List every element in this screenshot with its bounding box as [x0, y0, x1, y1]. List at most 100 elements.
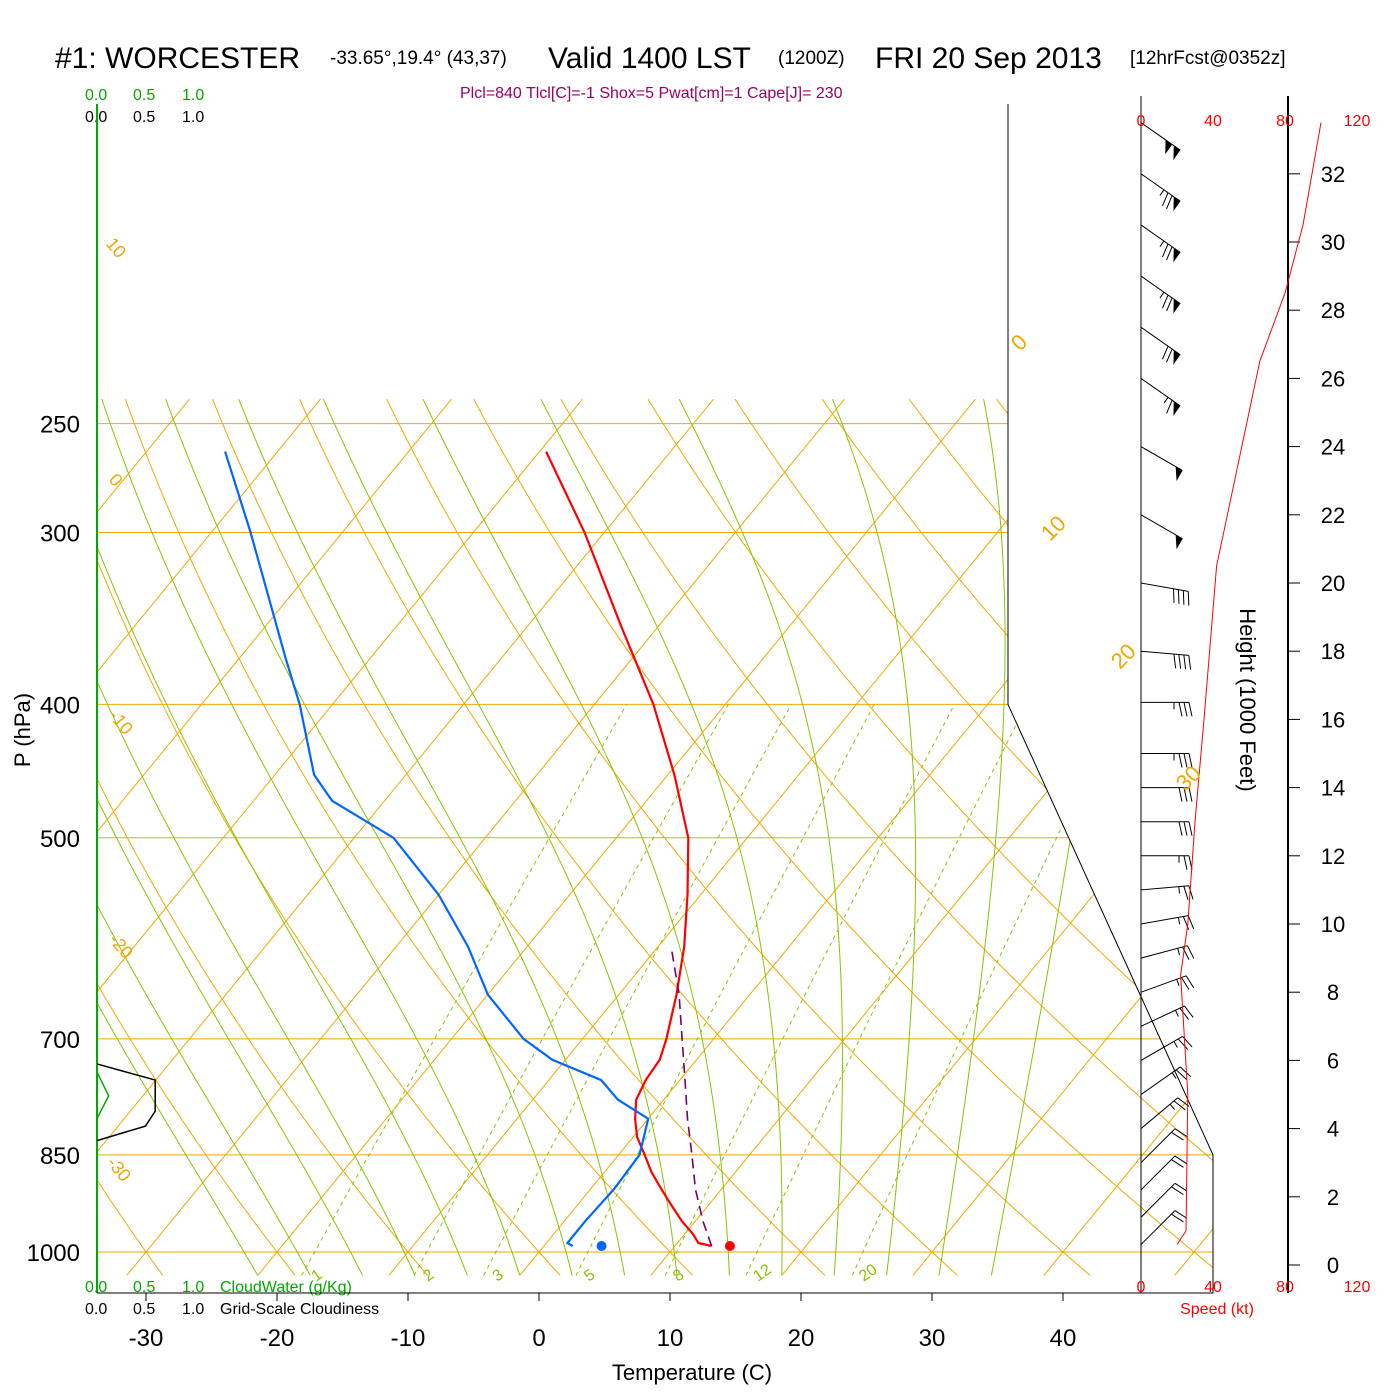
barb-half-flag — [1159, 291, 1165, 299]
pressure-tick-label: 250 — [40, 412, 80, 439]
height-tick-label: 30 — [1321, 230, 1345, 255]
mixing-ratio-line — [851, 704, 1122, 1276]
mixing-ratio-line — [483, 704, 792, 1276]
barb-flag — [1177, 589, 1180, 604]
barb-flag — [1161, 345, 1169, 360]
wind-speed-curve — [1176, 122, 1322, 1245]
barb-flag — [1161, 243, 1169, 258]
surface-temperature-marker — [724, 1240, 735, 1251]
cloudwater-tick-2-bottom: 1.0 — [182, 1279, 204, 1296]
mixing-ratio-line — [301, 704, 628, 1276]
barb-staff — [1140, 975, 1187, 993]
wind-barb — [1140, 122, 1181, 161]
dry-adiabat-label: 0 — [1006, 329, 1032, 355]
barb-staff — [1140, 582, 1189, 592]
moist-adiabat-line — [97, 399, 311, 1276]
barb-staff — [1140, 915, 1189, 925]
barb-flag — [1186, 945, 1195, 959]
barb-flag — [1188, 753, 1193, 768]
barb-pennant — [1173, 350, 1181, 365]
moist-adiabat-line — [97, 399, 468, 1276]
barb-flag — [1183, 886, 1189, 900]
barb-flag — [1166, 400, 1173, 414]
isotherm-label: -10 — [105, 706, 137, 739]
utc-time: (1200Z) — [778, 48, 845, 69]
barb-flag — [1174, 1128, 1188, 1137]
height-tick-label: 6 — [1327, 1048, 1339, 1073]
dry-adiabat-line — [97, 399, 296, 1276]
bottom-cloud-scale: 0.0 0.5 1.0 CloudWater (g/Kg) 0.0 0.5 1.… — [85, 1279, 379, 1318]
barb-half-flag — [1163, 397, 1169, 404]
barb-flag — [1184, 1005, 1194, 1018]
dry-adiabat-line — [97, 399, 164, 1276]
barb-staff — [1140, 1182, 1176, 1218]
dry-adiabat-line — [97, 399, 429, 1276]
cloudwater-label: CloudWater (g/Kg) — [220, 1279, 352, 1296]
dry-adiabat-line — [212, 398, 826, 1276]
wind-barb — [1140, 650, 1192, 670]
barb-flag — [1173, 654, 1177, 669]
pressure-tick-label: 700 — [40, 1027, 80, 1054]
cloudiness-tick-2: 1.0 — [182, 109, 204, 126]
wind-barb — [1140, 915, 1195, 930]
moist-adiabat-line — [938, 399, 1006, 1276]
wind-barb — [1140, 1210, 1188, 1245]
speed-tick-label-top: 40 — [1204, 113, 1222, 130]
speed-tick-label-bottom: 40 — [1204, 1279, 1222, 1296]
barb-pennant — [1173, 247, 1181, 263]
height-tick-label: 32 — [1321, 162, 1345, 187]
wind-barb — [1141, 855, 1193, 870]
height-tick-label: 20 — [1321, 571, 1345, 596]
valid-time: Valid 1400 LST — [548, 42, 751, 75]
barb-flag — [1187, 915, 1195, 930]
barb-flag — [1183, 654, 1187, 670]
temperature-tick-label: 40 — [1050, 1325, 1077, 1352]
height-tick-label: 12 — [1321, 844, 1345, 869]
barb-flag — [1185, 975, 1195, 989]
isotherm-label: 10 — [102, 234, 130, 262]
cloudiness-label: Grid-Scale Cloudiness — [220, 1301, 379, 1318]
speed-tick-label-top: 0 — [1137, 113, 1146, 130]
barb-flag — [1161, 294, 1169, 309]
barb-half-flag — [1173, 1041, 1178, 1048]
station-coords: -33.65°,19.4° (43,37) — [330, 48, 507, 69]
barb-pennant — [1173, 145, 1181, 161]
barb-staff — [1140, 514, 1183, 540]
isotherm-line — [1043, 398, 1213, 1276]
height-tick-label: 14 — [1321, 776, 1345, 801]
wind-barb — [1140, 224, 1181, 263]
barb-flag — [1166, 297, 1173, 312]
dry-adiabat-line — [1083, 398, 1213, 1276]
height-tick-label: 24 — [1321, 435, 1345, 460]
barb-pennant — [1173, 299, 1181, 314]
barb-staff — [1140, 1155, 1176, 1191]
barb-flag — [1180, 977, 1190, 990]
barb-flag — [1166, 246, 1173, 261]
barb-half-flag — [1177, 917, 1181, 925]
temperature-tick-label: 0 — [532, 1325, 545, 1352]
wind-barb — [1140, 514, 1183, 550]
isotherm-line — [97, 398, 321, 1276]
mixing-ratio-line — [413, 704, 729, 1276]
wind-barb — [1141, 821, 1193, 836]
pressure-tick-label: 850 — [40, 1143, 80, 1170]
barb-half-flag — [1178, 886, 1180, 894]
isotherm-line — [97, 398, 452, 1276]
barb-flag — [1179, 1066, 1192, 1078]
barb-flag — [1187, 591, 1190, 606]
forecast-info: [12hrFcst@0352z] — [1130, 48, 1286, 69]
mixing-ratio-line — [664, 704, 955, 1276]
indices-text: Plcl=840 Tlcl[C]=-1 Shox=5 Pwat[cm]=1 Ca… — [460, 85, 843, 102]
barb-staff — [1140, 1210, 1176, 1245]
barb-flag — [1178, 821, 1183, 836]
speed-tick-label-bottom: 0 — [1137, 1279, 1146, 1296]
wind-barb — [1140, 1097, 1190, 1129]
dry-adiabat-line — [97, 399, 561, 1276]
barb-half-flag — [1177, 948, 1180, 956]
dry-adiabat-line — [1170, 398, 1213, 1276]
barb-pennant — [1173, 401, 1181, 416]
mixing-ratio-label: 20 — [856, 1261, 880, 1285]
wind-barb — [1141, 787, 1193, 802]
barb-flag — [1171, 1186, 1184, 1196]
mixing-ratio-label: 8 — [670, 1266, 687, 1285]
